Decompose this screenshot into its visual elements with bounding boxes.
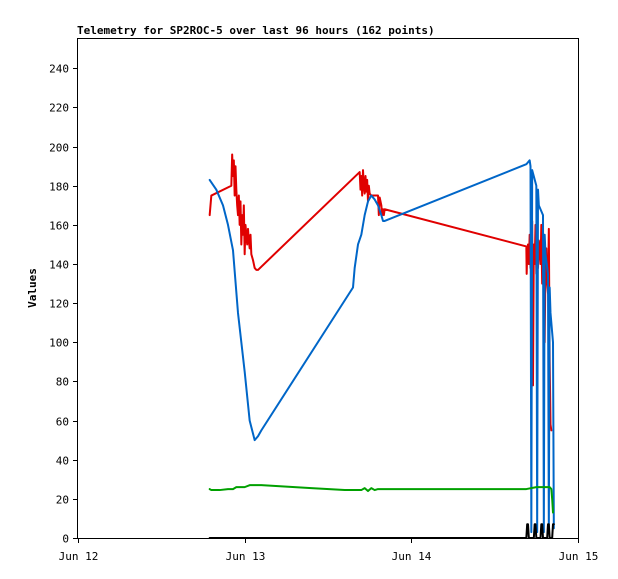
y-tick-label: 240 xyxy=(49,63,69,76)
series-line-4 xyxy=(208,523,555,539)
chart-title: Telemetry for SP2ROC-5 over last 96 hour… xyxy=(77,24,435,37)
y-tick-label: 60 xyxy=(56,416,69,429)
series-line-1 xyxy=(208,153,553,432)
y-tick-label: 180 xyxy=(49,181,69,194)
x-tick-label: Jun 14 xyxy=(392,550,432,563)
x-tick-label: Jun 13 xyxy=(226,550,266,563)
y-tick-label: 100 xyxy=(49,337,69,350)
x-axis: Jun 12 Jun 13 Jun 14 Jun 15 xyxy=(59,538,599,563)
series-line-3 xyxy=(208,484,554,514)
y-tick-label: 220 xyxy=(49,102,69,115)
y-tick-label: 120 xyxy=(49,298,69,311)
y-tick-label: 80 xyxy=(56,376,69,389)
x-tick-label: Jun 12 xyxy=(59,550,99,563)
series-line-2 xyxy=(208,159,555,534)
y-tick-label: 160 xyxy=(49,220,69,233)
y-tick-label: 0 xyxy=(62,533,69,546)
y-tick-label: 40 xyxy=(56,455,69,468)
y-axis: 0 20 40 60 80 100 120 140 160 180 200 220 240 xyxy=(49,63,78,546)
y-tick-label: 200 xyxy=(49,142,69,155)
y-tick-label: 20 xyxy=(56,494,69,507)
series-layer xyxy=(208,153,555,539)
plot-area-frame xyxy=(77,38,579,539)
x-tick-label: Jun 15 xyxy=(559,550,599,563)
y-axis-label: Values xyxy=(26,268,39,308)
y-tick-label: 140 xyxy=(49,259,69,272)
